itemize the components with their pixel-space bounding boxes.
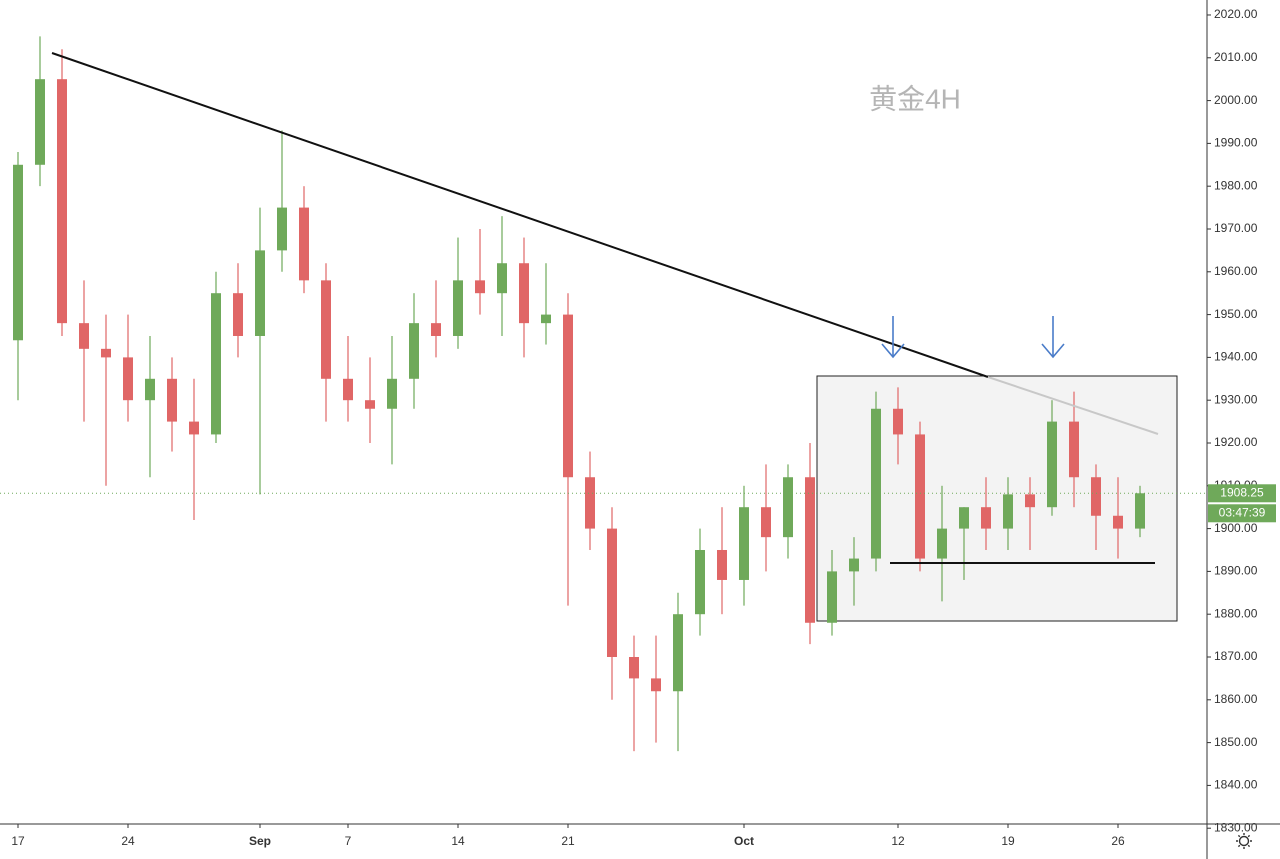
candle-body [1113,515,1123,529]
x-tick-label: Oct [734,834,754,848]
x-tick-label: 19 [1001,834,1015,848]
y-tick-label: 1940.00 [1214,350,1258,364]
countdown-label: 03:47:39 [1219,505,1266,519]
candle-body [607,528,617,658]
candle-body [1025,494,1035,508]
countdown-box [1208,504,1276,523]
y-tick-label: 1990.00 [1214,136,1258,150]
candle-body [431,323,441,336]
y-tick-label: 1830.00 [1214,820,1258,834]
y-tick-label: 1870.00 [1214,649,1258,663]
candle-body [1047,421,1057,508]
y-tick-label: 1970.00 [1214,221,1258,235]
candle-body [761,507,771,538]
candle-body [981,507,991,529]
y-tick-label: 1880.00 [1214,606,1258,620]
candle-body [277,207,287,251]
candle-body [871,408,881,559]
candle-body [629,657,639,679]
candle-body [145,378,155,401]
y-tick-label: 1950.00 [1214,307,1258,321]
candle-body [387,378,397,409]
y-tick-label: 1930.00 [1214,392,1258,406]
x-tick-label: 17 [11,834,25,848]
candle-body [783,477,793,538]
candle-body [321,280,331,379]
candle-body [519,263,529,324]
x-tick-label: 24 [121,834,135,848]
candle-body [365,400,375,409]
x-tick-label: 7 [345,834,352,848]
trend-line-extension [987,376,1159,435]
candle-body [739,507,749,580]
candle-body [409,323,419,379]
candle-body [497,263,507,294]
candle-body [1091,477,1101,516]
candle-body [57,79,67,324]
last-price-label: 1908.25 [1220,485,1264,499]
y-tick-label: 2020.00 [1214,7,1258,21]
candle-body [805,477,815,623]
candle-body [673,614,683,692]
y-tick-label: 2000.00 [1214,93,1258,107]
y-tick-label: 1860.00 [1214,692,1258,706]
candle-body [651,678,661,692]
candle-body [1003,494,1013,529]
candle-body [35,79,45,165]
settings-button[interactable] [1236,833,1252,849]
y-tick-label: 1960.00 [1214,264,1258,278]
candle-body [563,314,573,478]
x-tick-label: Sep [249,834,271,848]
candle-body [79,323,89,349]
candle-body [255,250,265,336]
trend-line [51,52,989,378]
candle-body [123,357,133,401]
candle-body [695,549,705,615]
candle-body [167,378,177,422]
candle-body [343,378,353,401]
candle-body [233,293,243,336]
candle-body [541,314,551,324]
y-tick-label: 1850.00 [1214,735,1258,749]
candle-body [1069,421,1079,478]
candle-body [101,348,111,358]
candle-body [211,293,221,435]
x-tick-label: 12 [891,834,905,848]
candle-body [299,207,309,281]
x-tick-label: 14 [451,834,465,848]
candle-body [453,280,463,336]
x-tick-label: 26 [1111,834,1125,848]
y-tick-label: 1900.00 [1214,521,1258,535]
arrow [881,316,1065,359]
y-tick-label: 1980.00 [1214,178,1258,192]
x-tick-label: 21 [561,834,575,848]
watermark: 黄金4H [869,83,961,114]
candle-body [13,164,23,341]
candle-body [585,477,595,529]
candle-body [827,571,837,623]
y-tick-label: 1920.00 [1214,435,1258,449]
axes: 1830.00 1840.00 1850.00 1860.00 1870.00 1880.… [11,7,1276,848]
candle-body [189,421,199,435]
y-tick-label: 1890.00 [1214,564,1258,578]
candle-body [1135,493,1145,529]
candle-body [849,558,859,572]
y-tick-label: 1840.00 [1214,778,1258,792]
candle-body [915,434,925,559]
last-price-box [1208,484,1276,503]
candle-body [893,408,903,435]
candle-body [959,507,969,529]
y-tick-label: 2010.00 [1214,50,1258,64]
candle-body [475,280,485,294]
candle-body [937,528,947,559]
plot-area [0,36,1207,752]
candle-body [717,549,727,580]
